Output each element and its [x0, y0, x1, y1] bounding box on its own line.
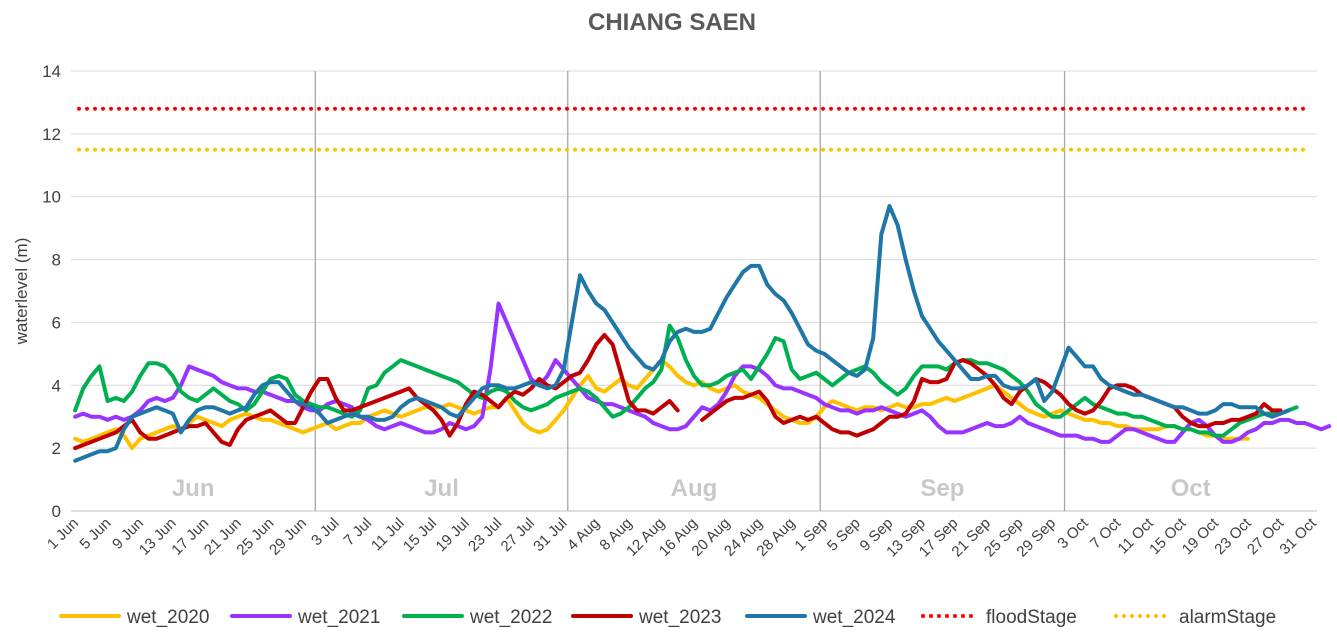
x-tick-label: 23 Jul [465, 515, 505, 555]
y-ticks: 0 2 4 6 8 10 12 14 [42, 62, 61, 521]
x-tick-label: 3 Oct [1054, 514, 1092, 552]
y-tick-label: 6 [52, 313, 61, 332]
month-label: Jul [424, 475, 459, 502]
x-tick-label: 5 Sep [824, 515, 864, 555]
x-tick-label: 3 Jul [308, 515, 342, 549]
legend-label: wet_2023 [638, 607, 721, 628]
legend-label: wet_2022 [469, 607, 552, 628]
series-wet_2022 [73, 323, 1299, 438]
month-dividers [314, 71, 1066, 511]
series-wet_2021 [73, 301, 1332, 444]
legend-label: floodStage [986, 607, 1077, 628]
x-tick-label: 31 Oct [1276, 514, 1320, 558]
legend-label: wet_2020 [126, 607, 209, 628]
chart-title: CHIANG SAEN [588, 9, 756, 36]
month-label: Oct [1171, 475, 1211, 502]
x-tick-label: 27 Jul [498, 515, 538, 555]
x-tick-label: 1 Sep [791, 515, 831, 555]
y-tick-label: 12 [42, 125, 61, 144]
series-wet_2023 [73, 333, 1283, 451]
legend: wet_2020 wet_2021 wet_2022 wet_2023 wet_2024… [59, 607, 1276, 628]
legend-label: wet_2024 [812, 607, 896, 628]
x-tick-label: 4 Aug [564, 515, 603, 554]
month-label: Aug [671, 475, 718, 502]
legend-label: wet_2021 [297, 607, 380, 628]
month-label: Sep [920, 475, 964, 502]
y-tick-label: 8 [52, 251, 61, 270]
month-label: Jun [172, 475, 215, 502]
y-tick-label: 0 [52, 502, 61, 521]
y-tick-label: 4 [52, 376, 61, 395]
x-tick-label: 5 Jun [76, 515, 114, 553]
x-tick-label: 19 Jul [433, 515, 473, 555]
y-axis-label: waterlevel (m) [12, 238, 31, 346]
x-tick-label: 11 Jul [368, 515, 408, 555]
series-wet_2024 [73, 204, 1291, 463]
legend-label: alarmStage [1179, 607, 1276, 628]
y-tick-label: 14 [42, 62, 61, 81]
series-lines [73, 106, 1332, 463]
x-tick-label: 31 Jul [530, 515, 570, 555]
month-labels: Jun Jul Aug Sep Oct [172, 475, 1211, 502]
y-tick-label: 10 [42, 188, 61, 207]
y-tick-label: 2 [52, 439, 61, 458]
x-tick-label: 29 Jun [266, 515, 310, 559]
grid [71, 70, 1317, 512]
x-tick-label: 15 Jul [400, 515, 440, 555]
x-tick-label: 1 Jun [44, 515, 82, 553]
